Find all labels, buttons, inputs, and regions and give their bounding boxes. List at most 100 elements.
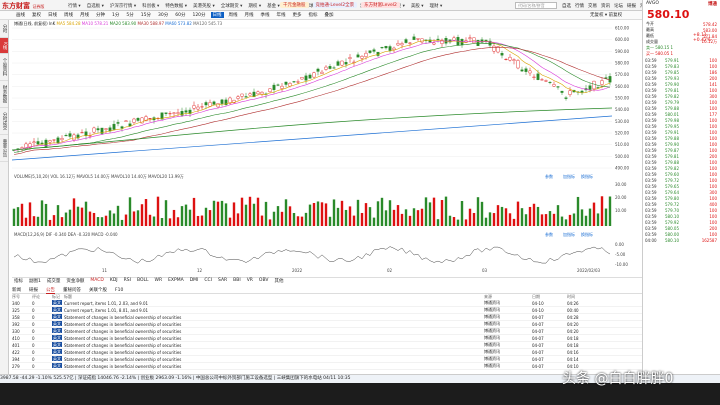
period-tab[interactable]: 周线: [64, 13, 73, 18]
news-tab[interactable]: 研报: [29, 288, 38, 293]
sidebar-tab[interactable]: 分时: [0, 20, 8, 38]
sidebar-tab[interactable]: 分时成交: [0, 108, 8, 136]
period-tab[interactable]: 60分: [175, 13, 186, 18]
news-tab[interactable]: 董秘问答: [63, 288, 81, 293]
tool-link[interactable]: 行情: [575, 4, 584, 9]
menu-item[interactable]: 理财 ▾: [429, 4, 443, 9]
news-row[interactable]: 279 0 英文 Statement of changes in beneficial…: [12, 363, 642, 370]
indicator-tab[interactable]: MACD: [90, 278, 104, 283]
indicator-tab[interactable]: 其他: [274, 279, 284, 284]
period-tab[interactable]: 复权: [32, 13, 41, 18]
news-title[interactable]: Statement of changes in beneficial owner…: [64, 328, 182, 334]
news-title[interactable]: Statement of changes in beneficial owner…: [64, 335, 182, 341]
news-row[interactable]: 394 0 英文 Statement of changes in beneficial…: [12, 356, 642, 363]
tool-link[interactable]: 资讯: [601, 4, 610, 9]
volume-bar: [496, 205, 500, 226]
news-tab[interactable]: F10: [115, 287, 124, 293]
indicator-tab[interactable]: DMI: [189, 278, 199, 283]
menu-item[interactable]: 科创板 ▾: [142, 4, 160, 9]
menu-item[interactable]: 特色数据 ▾: [165, 4, 188, 9]
period-tab[interactable]: 指标: [308, 13, 318, 18]
period-tab[interactable]: 更多: [292, 13, 302, 18]
menu-item[interactable]: 美股 ▾: [410, 4, 424, 9]
indicator-tab[interactable]: SAR: [218, 278, 228, 283]
period-tab[interactable]: 1分: [112, 13, 120, 18]
period-tab[interactable]: 年线: [276, 13, 286, 18]
period-tab[interactable]: 画线: [16, 13, 25, 18]
indicator-tab[interactable]: 指标: [14, 279, 23, 284]
period-tab[interactable]: 日线: [48, 13, 57, 18]
news-title[interactable]: Statement of changes in beneficial owner…: [64, 349, 182, 355]
period-tab[interactable]: 季线: [260, 13, 270, 18]
tool-link[interactable]: 交易: [588, 4, 597, 9]
indicator-tab[interactable]: 成交量: [46, 279, 61, 284]
indicator-tab[interactable]: WR: [154, 278, 163, 283]
chart-area[interactable]: 610.00 600.00 590.00 580.00 570.00 560.00 550.…: [0, 0, 642, 290]
tool-link[interactable]: 自选: [562, 4, 571, 9]
indicator-tab[interactable]: EXPMA: [168, 278, 184, 283]
promo-link[interactable]: 千元金融股: [280, 2, 309, 8]
news-title[interactable]: Statement of changes in beneficial owner…: [64, 363, 182, 369]
period-tab[interactable]: 日线: [210, 12, 224, 18]
news-row[interactable]: 330 0 英文 Statement of changes in beneficial…: [12, 328, 642, 335]
news-tab[interactable]: 公告: [46, 287, 55, 294]
news-title[interactable]: Current report, items 1.01, 2.03, and 9.…: [64, 300, 149, 306]
period-tab[interactable]: 15分: [140, 13, 151, 18]
menu-item[interactable]: 自选板 ▾: [86, 4, 104, 9]
menu-item[interactable]: 美港英股 ▾: [193, 4, 215, 9]
news-tab[interactable]: 关联个股: [89, 288, 107, 293]
promo-link[interactable]: 东方财富Level2: [361, 2, 400, 8]
adjust-selector[interactable]: 无复权 ▾ 前复权: [590, 13, 623, 18]
indicator-tab[interactable]: VR: [246, 278, 253, 283]
period-tab[interactable]: 月线: [244, 13, 254, 18]
tick-volume: 100: [709, 117, 717, 123]
tick-price: 579.64: [665, 189, 679, 195]
news-title[interactable]: Statement of changes in beneficial owner…: [64, 321, 182, 327]
tick-price: 579.72: [665, 201, 679, 207]
sidebar-tab[interactable]: K线: [0, 38, 8, 55]
tool-link[interactable]: 论坛: [614, 4, 623, 9]
indicator-tab[interactable]: BOLL: [136, 278, 149, 283]
candle-body: [232, 99, 236, 103]
period-tab[interactable]: 120分: [192, 13, 206, 18]
period-tab[interactable]: 叠加: [324, 13, 334, 18]
sidebar-tab[interactable]: 个股资料: [0, 54, 8, 82]
news-row[interactable]: 410 0 英文 Statement of changes in beneficial…: [12, 335, 642, 342]
menu-item[interactable]: 全球期货 ▾: [220, 4, 243, 9]
period-tab[interactable]: 月线: [80, 13, 89, 18]
kline-chart[interactable]: 610.00 600.00 590.00 580.00 570.00 560.00 550.…: [0, 0, 642, 290]
indicator-tab[interactable]: 资金净额: [66, 279, 85, 284]
news-row[interactable]: 358 0 英文 Statement of changes in beneficial…: [12, 314, 642, 321]
sidebar-tab[interactable]: 财务数据: [0, 81, 8, 109]
period-tab[interactable]: 分钟: [96, 13, 105, 18]
period-tab[interactable]: 30分: [157, 13, 169, 18]
search-input[interactable]: 代码/名称/拼音: [515, 2, 557, 9]
indicator-tab[interactable]: KDJ: [109, 278, 118, 283]
news-row[interactable]: 325 0 英文 Current report, items 1.01, 8.01, …: [12, 307, 642, 314]
promo-link[interactable]: 竞拍通·Level2全景: [312, 2, 358, 8]
menu-item[interactable]: 行情 ▾: [68, 4, 81, 9]
menu-item[interactable]: 沪深京行情 ▾: [109, 4, 137, 9]
indicator-tab[interactable]: RSI: [123, 278, 131, 283]
volume-bar: [424, 197, 428, 226]
period-tab[interactable]: 周线: [228, 13, 238, 18]
news-title[interactable]: Current report, items 1.01, 8.01, and 9.…: [64, 307, 149, 313]
news-title[interactable]: Statement of changes in beneficial owner…: [64, 356, 182, 362]
tick-list[interactable]: 03:59 579.91 100 03:59 579.83 100 03:59 579.85 1…: [643, 57, 720, 243]
indicator-tab[interactable]: BBI: [233, 278, 241, 283]
tool-link[interactable]: 研报: [627, 4, 636, 9]
news-row[interactable]: 422 0 英文 Statement of changes in beneficial…: [12, 349, 642, 356]
sidebar-tab[interactable]: 重要公告: [0, 135, 8, 163]
news-row[interactable]: 340 0 英文 Current report, items 1.01, 2.03, …: [12, 300, 642, 307]
period-tab[interactable]: 5分: [126, 13, 134, 18]
indicator-tab[interactable]: OBV: [258, 278, 269, 283]
news-row[interactable]: 401 0 英文 Statement of changes in beneficial…: [12, 342, 642, 349]
indicator-tab[interactable]: 副图1: [29, 279, 41, 284]
indicator-tab[interactable]: CCI: [204, 278, 213, 283]
menu-item[interactable]: 期权 ▾: [248, 4, 262, 9]
menu-item[interactable]: 基金 ▾: [267, 4, 280, 9]
news-row[interactable]: 392 0 英文 Statement of changes in beneficial…: [12, 321, 642, 328]
news-tab[interactable]: 新闻: [12, 288, 21, 293]
news-title[interactable]: Statement of changes in beneficial owner…: [64, 342, 182, 348]
news-title[interactable]: Statement of changes in beneficial owner…: [64, 314, 182, 320]
